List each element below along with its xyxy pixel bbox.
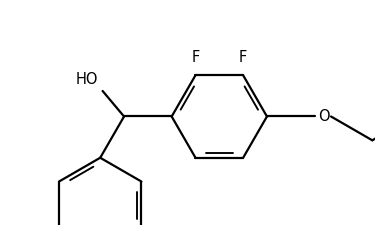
Text: F: F: [239, 50, 247, 65]
Text: HO: HO: [76, 72, 98, 87]
Text: O: O: [318, 109, 330, 124]
Text: F: F: [191, 50, 200, 65]
